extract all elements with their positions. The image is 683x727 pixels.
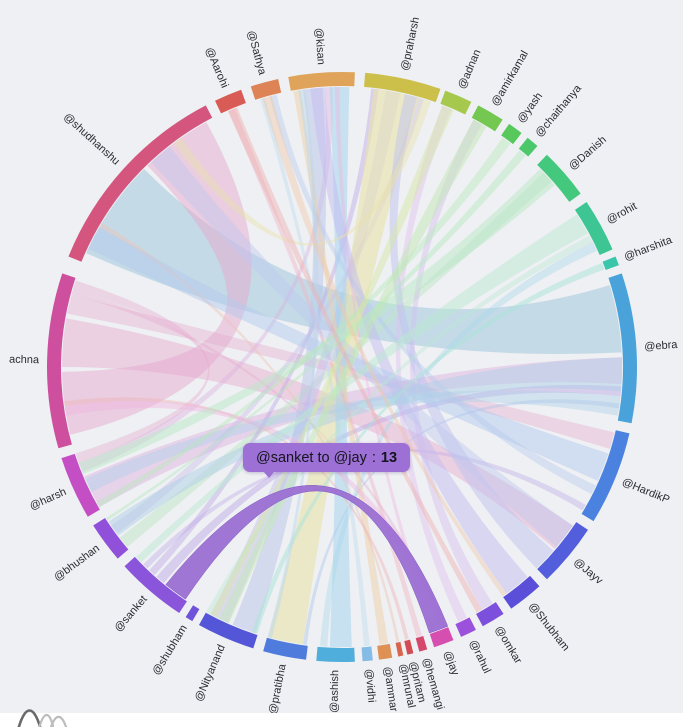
chord-ribbon-achna-shudhanshu[interactable] xyxy=(62,122,252,435)
chord-arc-yash[interactable] xyxy=(501,123,522,145)
tooltip-separator: : xyxy=(371,449,376,466)
node-label-praharsh: @praharsh xyxy=(399,16,422,72)
chord-arc-nityanand[interactable] xyxy=(198,612,258,649)
chord-ribbon-kisan-pratibha[interactable] xyxy=(267,89,318,639)
chord-ribbon-ebra-bhushan[interactable] xyxy=(108,357,622,536)
chord-ribbon-praharsh-shudhanshu[interactable] xyxy=(173,98,431,246)
chord-arc-bhushan[interactable] xyxy=(93,517,129,559)
chord-arc-vidhi[interactable] xyxy=(361,646,373,662)
chord-arc-praharsh[interactable] xyxy=(364,72,441,103)
chord-arc-adnan[interactable] xyxy=(440,90,472,115)
node-label-hardikp: @HardikP xyxy=(620,476,671,506)
chord-arc-hemangi[interactable] xyxy=(415,636,428,652)
chord-ribbon-jayv-shudhanshu[interactable] xyxy=(151,146,573,547)
node-label-omkar: @omkar xyxy=(492,624,524,666)
chord-ribbon-sanket-jay[interactable] xyxy=(165,485,449,634)
chord-ribbon-ebra-harsh[interactable] xyxy=(85,390,621,492)
node-label-vidhi: @vidhi xyxy=(363,668,378,703)
chord-arc-mrunal[interactable] xyxy=(395,641,404,657)
chord-arc-rahul[interactable] xyxy=(455,617,476,637)
chord-arc-harshita[interactable] xyxy=(602,256,619,270)
node-label-pratibha: @pratibha xyxy=(267,662,289,715)
tooltip-value: 13 xyxy=(380,449,398,466)
chord-arc-hardikp[interactable] xyxy=(581,430,630,522)
node-label-ebra: @ebra xyxy=(644,339,679,353)
node-label-jayv: @Jayv xyxy=(571,556,605,587)
node-label-ammar: @ammar xyxy=(381,666,400,713)
node-label-sanket: @sanket xyxy=(112,593,149,634)
chord-ribbon-hemangi-aarohi[interactable] xyxy=(228,108,422,637)
chord-ribbon-jayv-praharsh[interactable] xyxy=(389,94,554,569)
chord-ribbon-harsh-kisan[interactable] xyxy=(78,87,333,472)
chord-ribbon-adnan-nityanand[interactable] xyxy=(210,105,454,618)
chord-arc-aarohi[interactable] xyxy=(215,89,246,114)
chord-arc-ebra[interactable] xyxy=(608,273,638,424)
chord-arc-achna[interactable] xyxy=(47,273,76,449)
chord-arc-chaithanya[interactable] xyxy=(518,137,538,157)
node-label-yash: @yash xyxy=(515,90,545,125)
chord-arc-amirkamal[interactable] xyxy=(471,105,503,132)
chord-arc-danish[interactable] xyxy=(537,154,581,202)
node-label-aarohi: @Aarohi xyxy=(203,46,231,90)
node-label-harsh: @harsh xyxy=(28,486,68,513)
chord-arc-kisan[interactable] xyxy=(288,71,355,91)
chord-ribbon-omkar-amirkamal[interactable] xyxy=(409,119,493,610)
tooltip-arrow xyxy=(263,471,275,478)
node-label-shubham: @shubham xyxy=(150,623,190,677)
node-label-jay: @jay xyxy=(441,649,461,677)
node-label-adnan: @adnan xyxy=(456,48,484,91)
node-label-achna: achna xyxy=(9,354,40,367)
node-label-chaithanya: @chaithanya xyxy=(533,82,584,140)
chord-ribbon-achna-jayv[interactable] xyxy=(61,318,573,549)
node-label-ashish: @ashish xyxy=(328,670,341,713)
chord-arc-jay[interactable] xyxy=(429,627,454,648)
node-label-shubham: @Shubham xyxy=(526,600,572,653)
chord-arc-shubham[interactable] xyxy=(185,605,200,622)
node-label-danish: @Danish xyxy=(567,134,609,173)
node-label-amirkamal: @amirkamal xyxy=(489,49,531,109)
chord-arc-omkar[interactable] xyxy=(476,602,504,627)
chord-arc-jayv[interactable] xyxy=(537,522,588,580)
node-label-shudhanshu: @shudhanshu xyxy=(61,111,122,168)
chord-ribbon-rohit-sanket[interactable] xyxy=(136,214,589,563)
footer-strip xyxy=(0,713,683,727)
chord-ribbon-hardikp-shudhanshu[interactable] xyxy=(88,227,609,481)
chord-ribbon-achna-harsh[interactable] xyxy=(72,280,210,463)
node-label-harshita: @harshita xyxy=(622,234,674,264)
node-label-rahul: @rahul xyxy=(467,638,493,675)
wave-logo xyxy=(17,709,68,727)
chord-arc-shudhanshu[interactable] xyxy=(68,105,213,262)
node-label-bhushan: @bhushan xyxy=(52,542,102,583)
chord-arc-sanket[interactable] xyxy=(124,556,187,613)
chord-ribbon-rahul-adnan[interactable] xyxy=(395,105,467,622)
chord-arc-ashish[interactable] xyxy=(316,646,355,663)
node-label-sathya: @Sathya xyxy=(245,29,269,77)
chord-arc-ammar[interactable] xyxy=(377,643,393,660)
tooltip: @sanket to @jay : 13 xyxy=(243,443,411,478)
node-label-rohit: @rohit xyxy=(605,200,639,226)
node-label-nityanand: @Nityanand xyxy=(193,643,228,704)
chord-arc-shubham[interactable] xyxy=(503,575,540,609)
chord-arc-pritam[interactable] xyxy=(404,639,414,655)
chord-ribbon-aarohi-omkar[interactable] xyxy=(228,107,482,613)
tooltip-text: @sanket to @jay xyxy=(256,449,367,466)
chord-arc-pratibha[interactable] xyxy=(263,637,308,660)
chord-arc-rohit[interactable] xyxy=(574,202,613,255)
chord-arc-harsh[interactable] xyxy=(61,453,100,517)
node-label-kisan: @kisan xyxy=(312,28,327,66)
chord-arc-sathya[interactable] xyxy=(250,78,282,100)
